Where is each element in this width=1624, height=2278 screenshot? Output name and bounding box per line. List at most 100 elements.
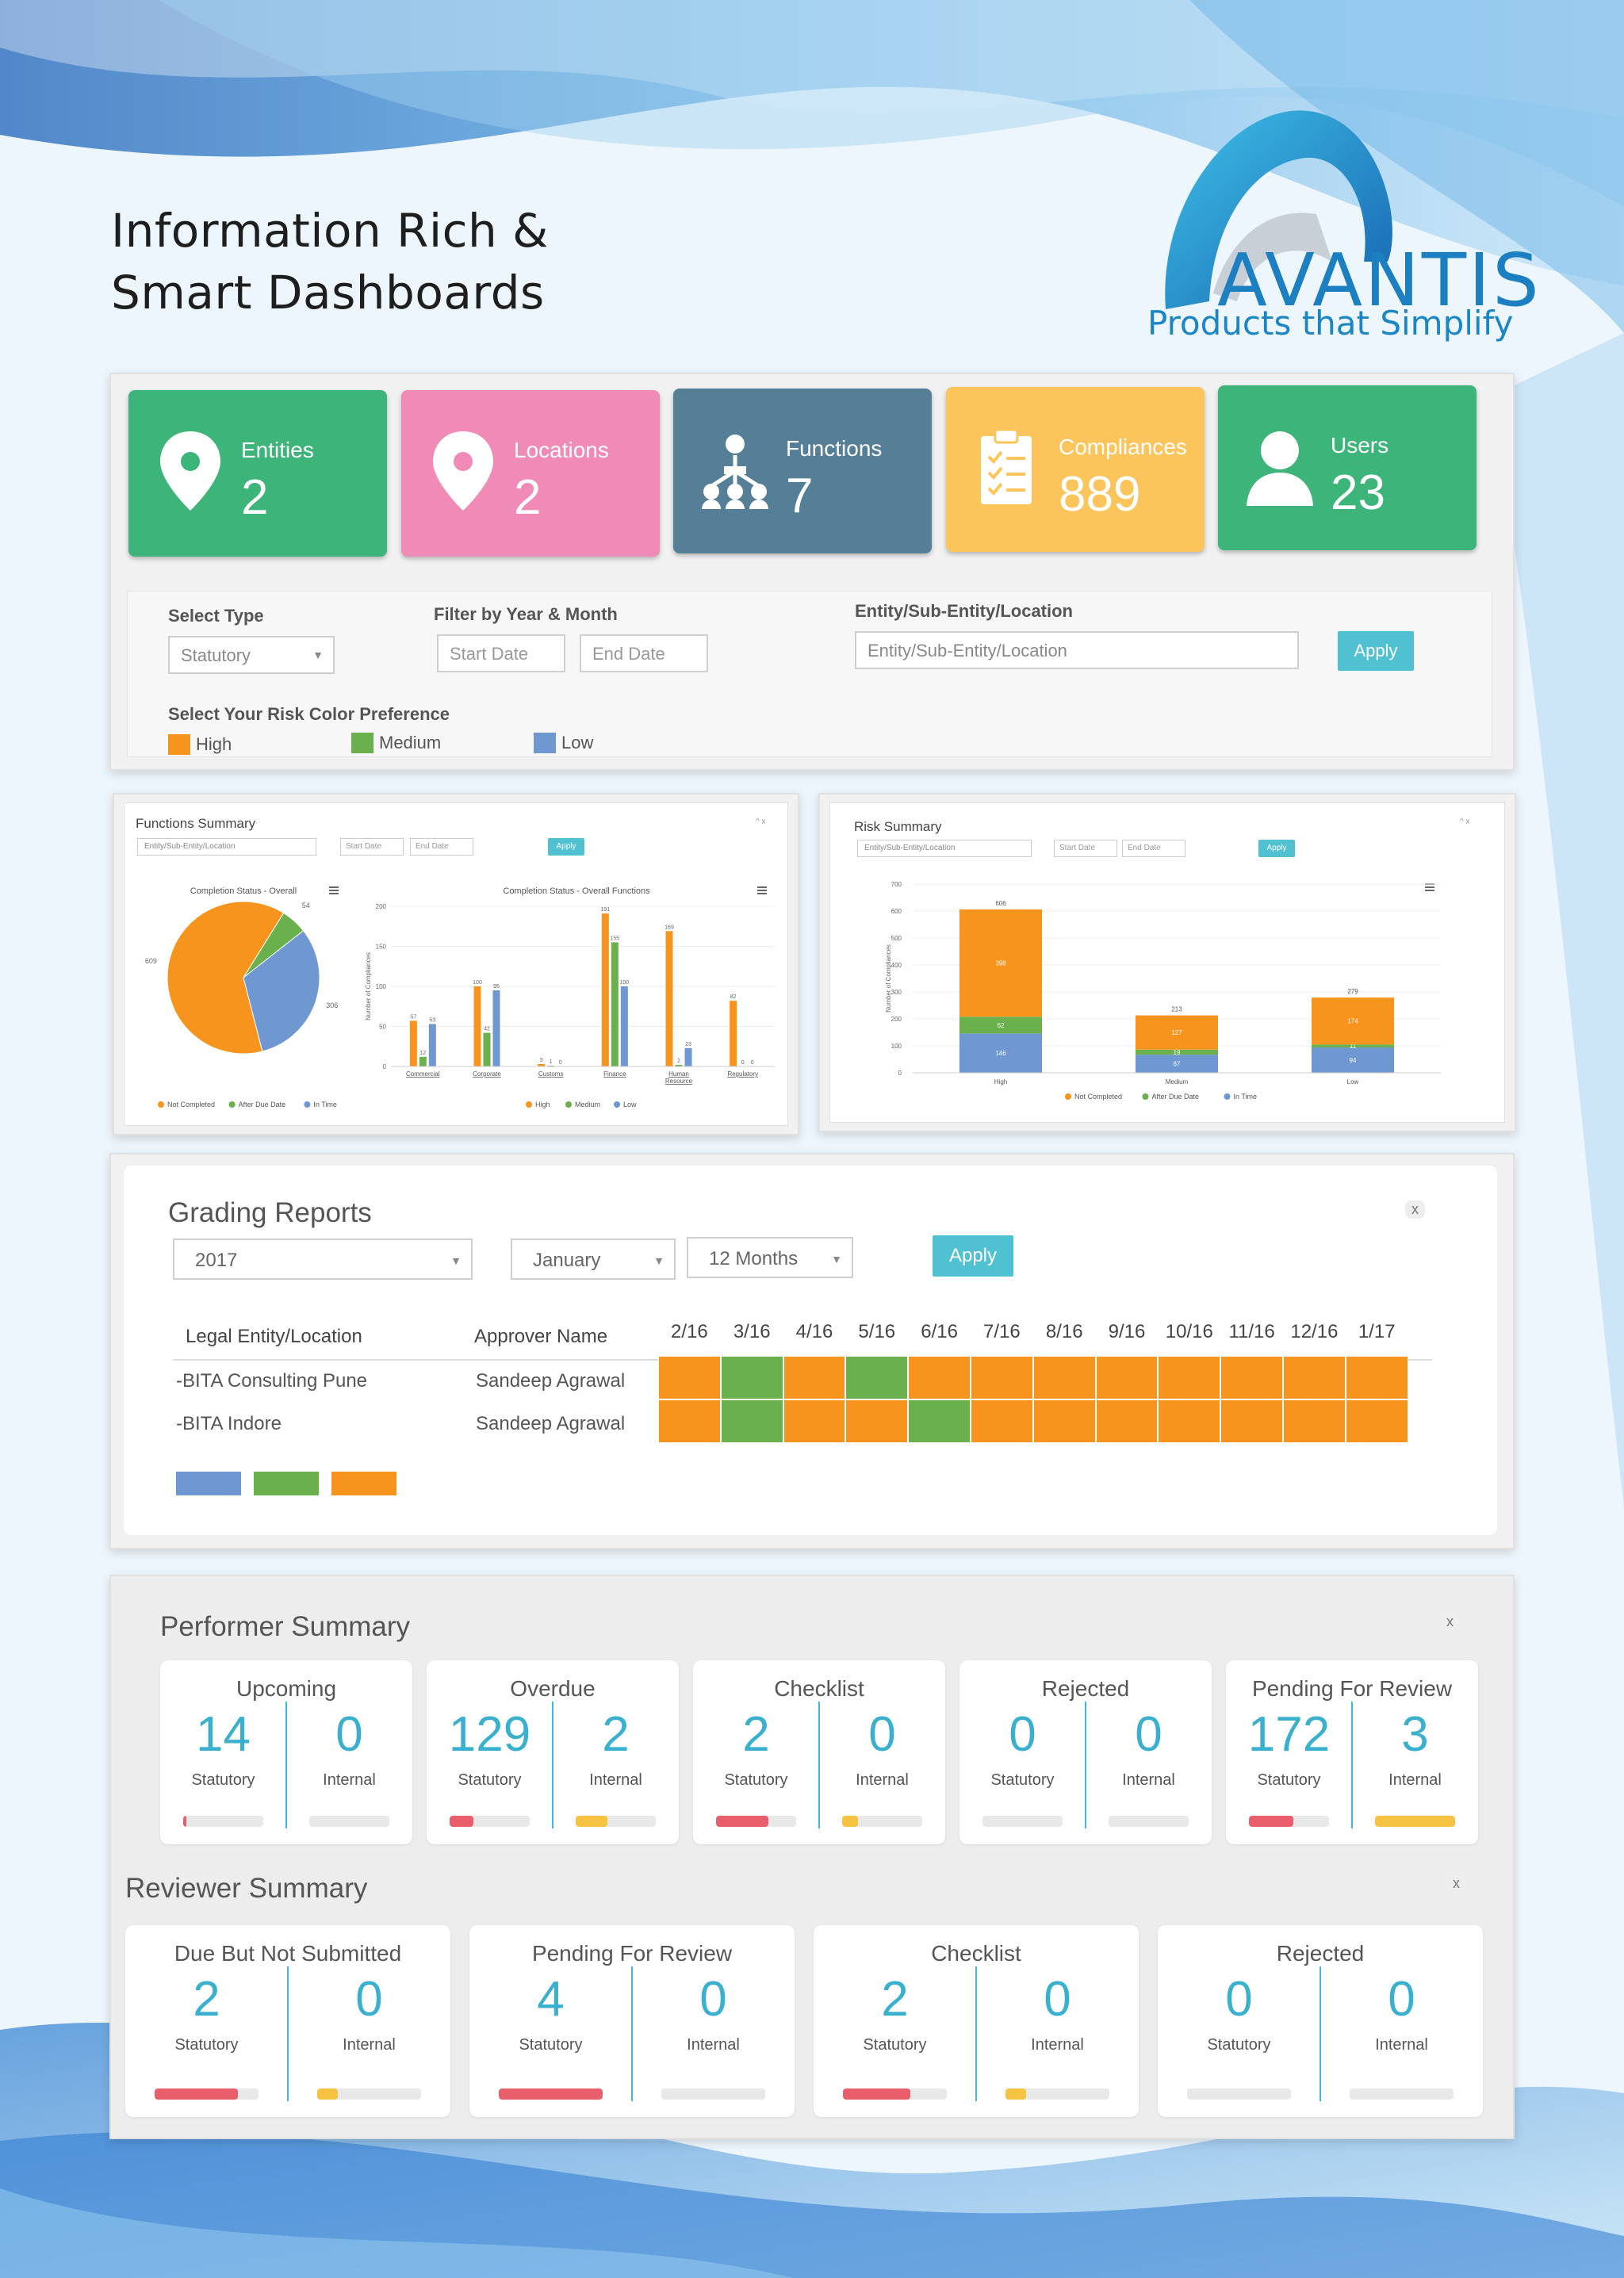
grade-cell[interactable] (1283, 1356, 1346, 1399)
risk-low-swatch[interactable] (534, 733, 556, 753)
grade-cell[interactable] (658, 1356, 721, 1399)
period-select[interactable]: 12 Months ▼ (687, 1237, 853, 1278)
stacked-bar-segment[interactable] (1312, 1047, 1394, 1073)
stacked-bar-segment[interactable] (1136, 1015, 1218, 1050)
grading-apply-button[interactable]: Apply (933, 1235, 1013, 1277)
functions-apply-button[interactable]: Apply (548, 838, 584, 856)
grade-cell[interactable] (1032, 1399, 1096, 1443)
grade-cell[interactable] (1095, 1399, 1159, 1443)
bar[interactable] (665, 931, 673, 1066)
statutory-count[interactable]: 0 (1225, 1972, 1253, 2027)
bar[interactable] (483, 1032, 491, 1066)
stacked-bar-segment[interactable] (1136, 1055, 1218, 1073)
close-icon[interactable]: x (1405, 1200, 1425, 1219)
risk-apply-button[interactable]: Apply (1258, 840, 1295, 857)
grade-cell[interactable] (720, 1399, 783, 1443)
statutory-count[interactable]: 2 (742, 1707, 770, 1762)
grade-cell[interactable] (783, 1399, 846, 1443)
grade-cell[interactable] (1158, 1356, 1221, 1399)
statutory-count[interactable]: 2 (193, 1972, 220, 2027)
tile-functions[interactable]: Functions 7 (673, 389, 932, 553)
bar[interactable] (409, 1020, 417, 1066)
stacked-bar-segment[interactable] (959, 909, 1042, 1017)
menu-icon[interactable] (1425, 883, 1434, 891)
menu-icon[interactable] (329, 886, 339, 894)
bar[interactable] (601, 913, 609, 1066)
functions-end-date-input[interactable]: End Date (410, 838, 473, 856)
menu-icon[interactable] (757, 886, 767, 894)
grade-cell[interactable] (908, 1356, 971, 1399)
performer-card[interactable]: Checklist 2 Statutory 0 Internal (693, 1660, 945, 1844)
stacked-bar-segment[interactable] (1136, 1049, 1218, 1055)
functions-entity-input[interactable]: Entity/Sub-Entity/Location (137, 838, 316, 856)
tile-locations[interactable]: Locations 2 (401, 390, 660, 557)
grade-cell[interactable] (908, 1399, 971, 1443)
risk-high-swatch[interactable] (168, 734, 190, 755)
stacked-bar-segment[interactable] (1312, 1044, 1394, 1048)
risk-start-date-input[interactable]: Start Date (1054, 840, 1117, 857)
bar[interactable] (611, 942, 619, 1066)
tile-compliances[interactable]: Compliances 889 (946, 387, 1205, 552)
internal-count[interactable]: 0 (335, 1707, 363, 1762)
tile-users[interactable]: Users 23 (1218, 385, 1477, 550)
grade-cell[interactable] (1158, 1399, 1221, 1443)
grade-cell[interactable] (845, 1399, 909, 1443)
performer-card[interactable]: Upcoming 14 Statutory 0 Internal (160, 1660, 412, 1844)
risk-entity-input[interactable]: Entity/Sub-Entity/Location (857, 840, 1032, 857)
bar[interactable] (538, 1063, 546, 1066)
grade-cell[interactable] (1220, 1399, 1283, 1443)
stacked-bar-segment[interactable] (959, 1033, 1042, 1073)
risk-end-date-input[interactable]: End Date (1122, 840, 1185, 857)
grade-cell[interactable] (1345, 1399, 1408, 1443)
grade-cell[interactable] (1032, 1356, 1096, 1399)
grade-cell[interactable] (1220, 1356, 1283, 1399)
statutory-count[interactable]: 0 (1009, 1707, 1036, 1762)
year-select[interactable]: 2017 ▼ (173, 1239, 473, 1280)
functions-start-date-input[interactable]: Start Date (340, 838, 404, 856)
statutory-count[interactable]: 2 (881, 1972, 909, 2027)
internal-count[interactable]: 0 (355, 1972, 383, 2027)
bar[interactable] (473, 986, 481, 1066)
grade-cell[interactable] (845, 1356, 909, 1399)
performer-card[interactable]: Pending For Review 172 Statutory 3 Internal (1226, 1660, 1478, 1844)
reviewer-card[interactable]: Checklist 2 Statutory 0 Internal (814, 1925, 1139, 2117)
bar[interactable] (684, 1047, 692, 1066)
pie-slice[interactable] (243, 930, 320, 1052)
panel-controls[interactable]: ^ x (1460, 817, 1470, 826)
internal-count[interactable]: 3 (1401, 1707, 1429, 1762)
internal-count[interactable]: 2 (602, 1707, 630, 1762)
internal-count[interactable]: 0 (1388, 1972, 1415, 2027)
apply-button[interactable]: Apply (1338, 631, 1414, 671)
reviewer-card[interactable]: Pending For Review 4 Statutory 0 Internal (469, 1925, 795, 2117)
entity-input[interactable]: Entity/Sub-Entity/Location (855, 631, 1299, 669)
close-icon[interactable]: x (1440, 1613, 1460, 1631)
statutory-count[interactable]: 4 (537, 1972, 565, 2027)
grade-cell[interactable] (971, 1356, 1033, 1399)
reviewer-card[interactable]: Rejected 0 Statutory 0 Internal (1158, 1925, 1483, 2117)
grade-cell[interactable] (1283, 1399, 1346, 1443)
bar[interactable] (492, 990, 500, 1066)
stacked-bar-segment[interactable] (959, 1016, 1042, 1034)
internal-count[interactable]: 0 (1135, 1707, 1162, 1762)
performer-card[interactable]: Overdue 129 Statutory 2 Internal (427, 1660, 679, 1844)
panel-controls[interactable]: ^ x (756, 817, 766, 826)
risk-medium-swatch[interactable] (351, 733, 373, 753)
bar[interactable] (675, 1064, 683, 1066)
statutory-count[interactable]: 129 (448, 1707, 531, 1762)
internal-count[interactable]: 0 (1044, 1972, 1071, 2027)
month-select[interactable]: January ▼ (511, 1239, 676, 1280)
grade-cell[interactable] (1345, 1356, 1408, 1399)
close-icon[interactable]: x (1446, 1874, 1466, 1893)
statutory-count[interactable]: 14 (196, 1707, 251, 1762)
grade-cell[interactable] (1095, 1356, 1159, 1399)
grade-cell[interactable] (971, 1399, 1033, 1443)
start-date-input[interactable]: Start Date (437, 634, 565, 672)
pie-slice[interactable] (167, 901, 285, 1055)
grade-cell[interactable] (658, 1399, 721, 1443)
bar[interactable] (428, 1024, 436, 1066)
grade-cell[interactable] (720, 1356, 783, 1399)
bar[interactable] (419, 1056, 427, 1066)
reviewer-card[interactable]: Due But Not Submitted 2 Statutory 0 Internal (125, 1925, 450, 2117)
bar[interactable] (620, 986, 628, 1066)
internal-count[interactable]: 0 (699, 1972, 727, 2027)
